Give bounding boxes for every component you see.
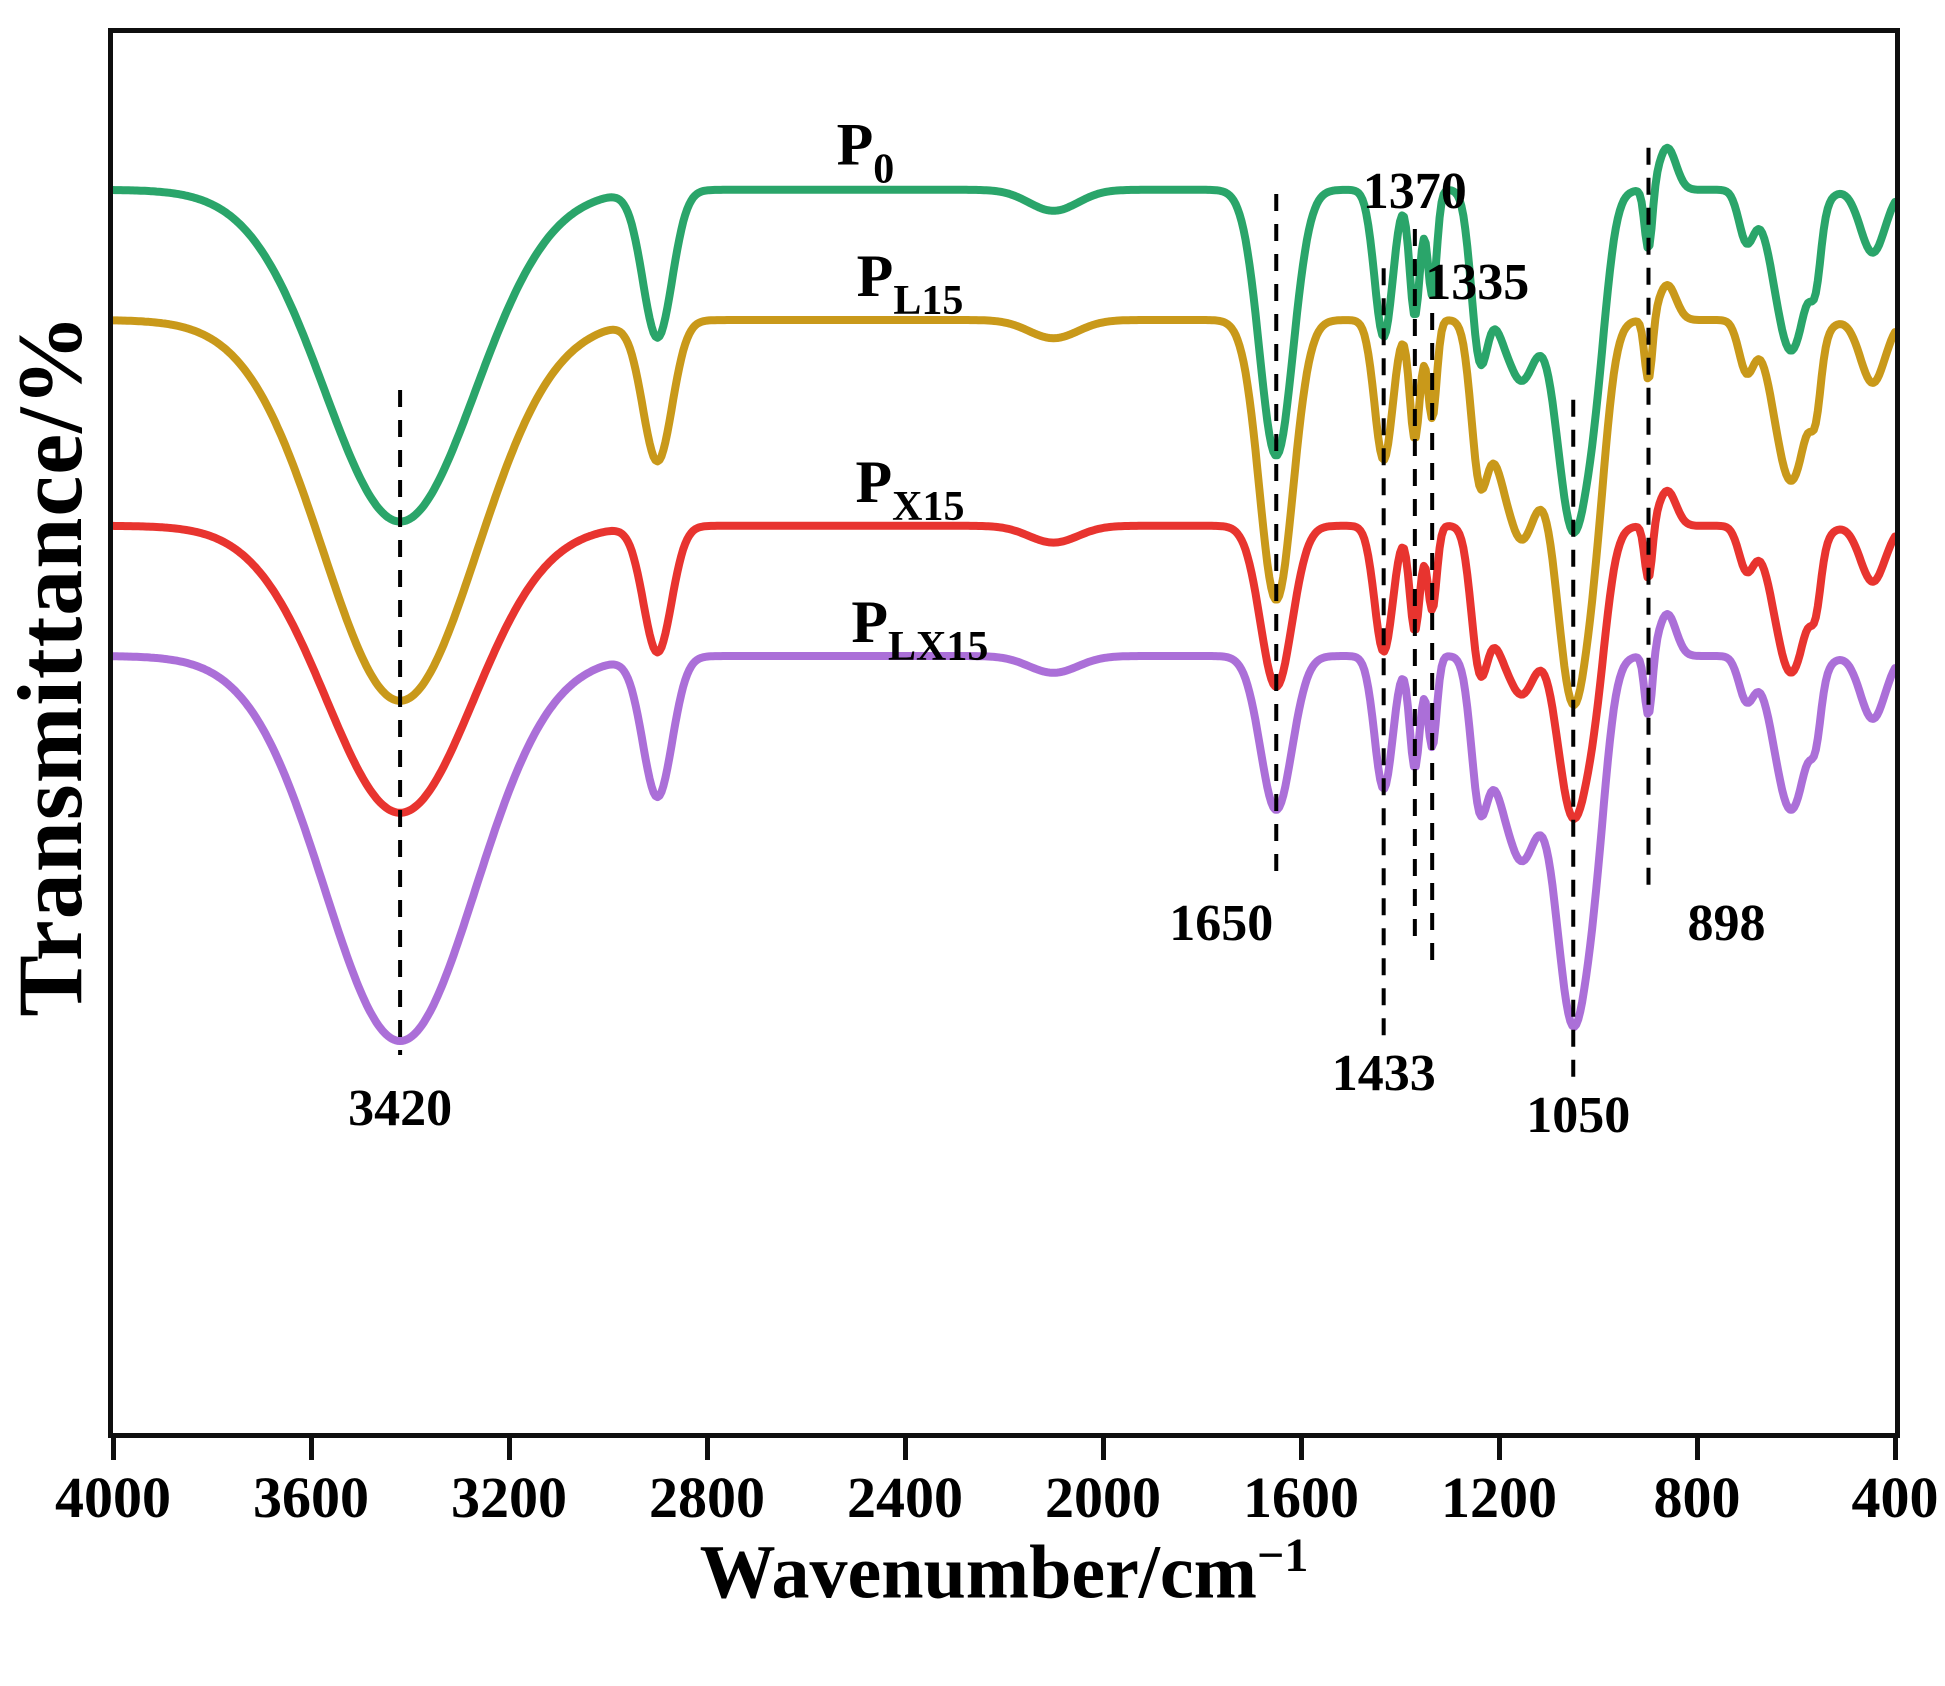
y-axis-title: Transmittance/% [0, 313, 101, 1017]
plot-svg: 3420 1650 1433 1370 1335 1050 898 P0 PL15 PX15 PLX… [113, 112, 1895, 1144]
x-tick-mark-2000 [1100, 1438, 1106, 1460]
x-axis-title: Wavenumber/cm−1 [700, 1528, 1309, 1616]
series-label-P0: P0 [837, 112, 895, 193]
x-tick-label-800: 800 [1653, 1465, 1741, 1530]
x-axis-title-superscript: −1 [1256, 1529, 1309, 1582]
spectrum-curve-PLX15 [113, 610, 1895, 1045]
annotation-label-1050: 1050 [1526, 1087, 1630, 1144]
x-tick-label-2400: 2400 [847, 1465, 963, 1530]
annotation-label-898: 898 [1688, 895, 1766, 952]
series-label-PL15: PL15 [857, 243, 964, 324]
x-tick-label-3200: 3200 [451, 1465, 567, 1530]
x-tick-mark-1200 [1496, 1438, 1502, 1460]
annotation-label-1650: 1650 [1169, 895, 1273, 952]
x-tick-mark-2800 [704, 1438, 710, 1460]
x-tick-label-3600: 3600 [253, 1465, 369, 1530]
x-tick-mark-1600 [1298, 1438, 1304, 1460]
annotation-label-1433: 1433 [1332, 1045, 1436, 1102]
annotation-label-3420: 3420 [348, 1080, 452, 1137]
x-tick-label-2000: 2000 [1045, 1465, 1161, 1530]
x-axis-title-main: Wavenumber/cm [699, 1530, 1257, 1615]
x-tick-mark-400 [1892, 1438, 1898, 1460]
x-tick-mark-3600 [308, 1438, 314, 1460]
x-tick-mark-800 [1694, 1438, 1700, 1460]
spectrum-curve-PL15 [113, 281, 1895, 709]
x-tick-label-1200: 1200 [1441, 1465, 1557, 1530]
spectrum-curve-PX15 [113, 486, 1895, 823]
x-tick-label-2800: 2800 [649, 1465, 765, 1530]
series-label-PLX15: PLX15 [851, 589, 988, 670]
x-tick-label-1600: 1600 [1243, 1465, 1359, 1530]
x-tick-mark-3200 [506, 1438, 512, 1460]
x-axis-ticks: 4000 3600 3200 2800 2400 2000 1600 1200 800 400 [0, 1438, 1945, 1568]
series-label-PX15: PX15 [856, 449, 965, 530]
spectrum-curve-P0 [113, 143, 1895, 537]
x-tick-mark-4000 [110, 1438, 116, 1460]
annotation-label-1335: 1335 [1425, 254, 1529, 311]
annotation-label-1370: 1370 [1363, 163, 1467, 220]
x-tick-mark-2400 [902, 1438, 908, 1460]
plot-area: 3420 1650 1433 1370 1335 1050 898 P0 PL15 PX15 PLX… [108, 28, 1900, 1438]
x-tick-label-400: 400 [1851, 1465, 1939, 1530]
x-tick-label-4000: 4000 [55, 1465, 171, 1530]
